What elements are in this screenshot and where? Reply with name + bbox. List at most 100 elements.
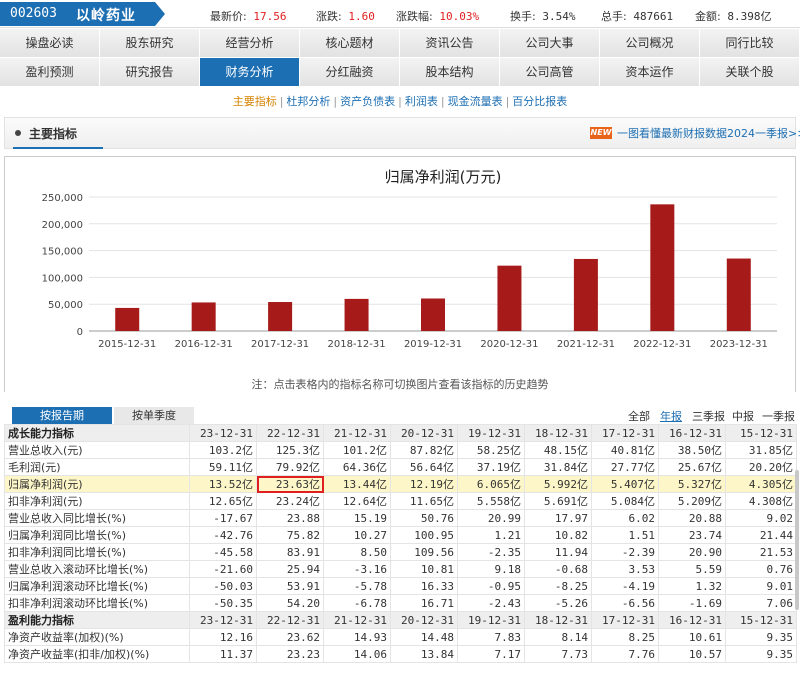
nav-tab[interactable]: 公司大事 — [500, 29, 600, 58]
tab-by-quarter[interactable]: 按单季度 — [114, 407, 194, 425]
indicator-name[interactable]: 归属净利润滚动环比增长(%) — [4, 577, 190, 595]
nav-tab[interactable]: 核心题材 — [300, 29, 400, 58]
sub-nav: 主要指标 | 杜邦分析 | 资产负债表 | 利润表 | 现金流量表 | 百分比报表 — [0, 93, 800, 109]
table-cell: -0.68 — [524, 560, 592, 578]
table-cell: 7.06 — [725, 594, 797, 612]
quote-item: 金额: 8.398亿 — [695, 8, 771, 24]
separator: | — [398, 95, 402, 108]
section-label[interactable]: 盈利能力指标 — [4, 611, 190, 629]
nav-tab[interactable]: 分红融资 — [300, 58, 400, 87]
period-option[interactable]: 一季报 — [762, 410, 795, 423]
quote-label: 最新价: — [210, 10, 247, 23]
table-cell: -50.35 — [189, 594, 257, 612]
tab-by-period[interactable]: 按报告期 — [12, 407, 112, 425]
table-cell: 37.19亿 — [457, 458, 525, 476]
y-tick-label: 100,000 — [42, 273, 83, 284]
subnav-link[interactable]: 利润表 — [404, 95, 438, 108]
new-badge-icon: NEW — [590, 127, 612, 139]
indicator-name[interactable]: 归属净利润(元) — [4, 475, 190, 493]
table-cell: 38.50亿 — [658, 441, 726, 459]
date-header: 15-12-31 — [725, 424, 797, 442]
date-header: 17-12-31 — [591, 424, 659, 442]
subnav-link[interactable]: 资产负债表 — [340, 95, 396, 108]
subnav-link[interactable]: 百分比报表 — [512, 95, 568, 108]
indicator-name[interactable]: 净资产收益率(加权)(%) — [4, 628, 190, 646]
table-cell: 12.64亿 — [323, 492, 391, 510]
nav-tab[interactable]: 资讯公告 — [400, 29, 500, 58]
date-header: 18-12-31 — [524, 611, 592, 629]
report-promo-link[interactable]: 一图看懂最新财报数据2024一季报>> — [617, 127, 800, 140]
table-cell: 23.62 — [256, 628, 324, 646]
table-cell: 83.91 — [256, 543, 324, 561]
indicator-name[interactable]: 扣非净利润滚动环比增长(%) — [4, 594, 190, 612]
table-cell: -42.76 — [189, 526, 257, 544]
y-tick-label: 200,000 — [42, 220, 83, 231]
indicator-name[interactable]: 净资产收益率(扣非/加权)(%) — [4, 645, 190, 663]
table-cell: 21.44 — [725, 526, 797, 544]
nav-tab[interactable]: 经营分析 — [200, 29, 300, 58]
indicator-name[interactable]: 扣非净利润同比增长(%) — [4, 543, 190, 561]
table-cell: 125.3亿 — [256, 441, 324, 459]
quote-value: 3.54% — [535, 10, 576, 23]
bullet-icon — [15, 130, 21, 136]
y-tick-label: 150,000 — [42, 247, 83, 258]
bar — [344, 298, 369, 331]
nav-tab[interactable]: 资本运作 — [600, 58, 700, 87]
section-header: 主要指标 NEW 一图看懂最新财报数据2024一季报>> — [4, 117, 800, 149]
indicator-name[interactable]: 扣非净利润(元) — [4, 492, 190, 510]
table-cell: 10.82 — [524, 526, 592, 544]
date-header: 20-12-31 — [390, 611, 458, 629]
bar — [497, 265, 522, 331]
nav-tab[interactable]: 股东研究 — [100, 29, 200, 58]
nav-tab[interactable]: 公司高管 — [500, 58, 600, 87]
nav-tab[interactable]: 同行比较 — [700, 29, 800, 58]
subnav-link[interactable]: 主要指标 — [232, 95, 277, 108]
scrollbar[interactable] — [795, 470, 799, 610]
bar — [115, 307, 140, 331]
period-option[interactable]: 年报 — [660, 410, 682, 423]
nav-tab[interactable]: 操盘必读 — [0, 29, 100, 58]
x-tick-label: 2015-12-31 — [98, 339, 156, 350]
table-cell: -2.35 — [457, 543, 525, 561]
separator: | — [279, 95, 284, 108]
table-cell: 5.992亿 — [524, 475, 592, 493]
indicator-name[interactable]: 营业总收入滚动环比增长(%) — [4, 560, 190, 578]
table-cell: 20.88 — [658, 509, 726, 527]
bar — [650, 204, 675, 331]
table-cell: 20.20亿 — [725, 458, 797, 476]
table-cell: 9.18 — [457, 560, 525, 578]
table-cell: 20.99 — [457, 509, 525, 527]
nav-tab[interactable]: 关联个股 — [700, 58, 800, 87]
nav-tab[interactable]: 股本结构 — [400, 58, 500, 87]
table-cell: -5.26 — [524, 594, 592, 612]
nav-tab[interactable]: 公司概况 — [600, 29, 700, 58]
nav-tab[interactable]: 盈利预测 — [0, 58, 100, 87]
separator: | — [440, 95, 445, 108]
section-label[interactable]: 成长能力指标 — [4, 424, 190, 442]
table-cell: 6.065亿 — [457, 475, 525, 493]
indicator-name[interactable]: 归属净利润同比增长(%) — [4, 526, 190, 544]
indicator-name[interactable]: 营业总收入同比增长(%) — [4, 509, 190, 527]
separator: | — [505, 95, 510, 108]
period-option[interactable]: 中报 — [732, 410, 754, 423]
table-cell: 9.35 — [725, 645, 797, 663]
x-tick-label: 2021-12-31 — [557, 339, 615, 350]
nav-tab[interactable]: 研究报告 — [100, 58, 200, 87]
table-row: 营业总收入滚动环比增长(%) -21.60 25.94 -3.16 10.81 9.18-… — [4, 560, 797, 578]
period-option[interactable]: 三季报 — [692, 410, 725, 423]
quote-label: 金额: — [695, 10, 721, 23]
indicator-name[interactable]: 毛利润(元) — [4, 458, 190, 476]
period-option[interactable]: 全部 — [628, 410, 650, 423]
table-cell: 56.64亿 — [390, 458, 458, 476]
chart-note: 注：点击表格内的指标名称可切换图片查看该指标的历史趋势 — [251, 378, 549, 391]
nav-tab[interactable]: 财务分析 — [200, 58, 300, 87]
table-cell: 0.76 — [725, 560, 797, 578]
indicator-name[interactable]: 营业总收入(元) — [4, 441, 190, 459]
table-cell: 25.67亿 — [658, 458, 726, 476]
quote-item: 涨跌: 1.60 — [316, 8, 375, 24]
subnav-link[interactable]: 杜邦分析 — [286, 95, 331, 108]
quote-item: 总手: 487661 — [601, 8, 673, 24]
table-row: 营业总收入同比增长(%) -17.67 23.88 15.19 50.76 20.99 17… — [4, 509, 797, 527]
subnav-link[interactable]: 现金流量表 — [447, 95, 503, 108]
table-cell: 25.94 — [256, 560, 324, 578]
